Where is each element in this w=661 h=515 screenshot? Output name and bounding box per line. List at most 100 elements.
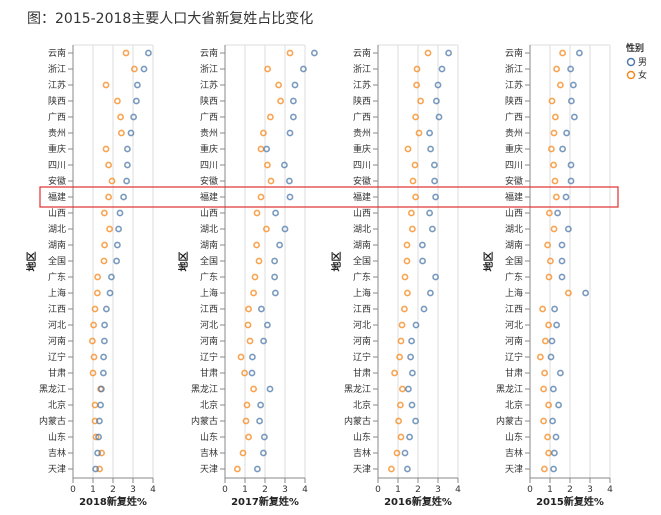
y-tick-label: 北京 xyxy=(48,399,66,411)
y-tick-label: 江西 xyxy=(505,304,523,315)
y-tick-label: 吉林 xyxy=(48,447,66,459)
data-point-female xyxy=(245,433,252,441)
data-point-male xyxy=(427,145,434,153)
data-point-male xyxy=(558,257,566,265)
data-point-female xyxy=(91,305,99,313)
y-tick-label: 安徽 xyxy=(505,175,523,187)
x-axis-title: 2016新复姓% xyxy=(384,495,452,508)
data-point-male xyxy=(558,273,566,281)
data-point-male xyxy=(555,401,562,409)
data-point-male xyxy=(426,129,433,137)
data-point-male xyxy=(551,305,558,313)
data-point-male xyxy=(100,353,107,361)
y-tick-label: 河北 xyxy=(200,319,218,331)
data-point-male xyxy=(271,273,278,281)
y-tick-label: 广东 xyxy=(48,271,66,283)
data-point-male xyxy=(426,289,434,297)
data-point-female xyxy=(257,145,265,153)
data-point-female xyxy=(246,337,254,345)
y-tick-label: 山东 xyxy=(200,431,218,443)
data-point-female xyxy=(100,257,108,265)
y-tick-label: 贵州 xyxy=(200,127,218,139)
data-point-male xyxy=(281,225,289,233)
data-point-female xyxy=(243,401,251,409)
y-tick-label: 福建 xyxy=(48,191,66,203)
y-tick-label: 山东 xyxy=(353,431,371,443)
data-point-male xyxy=(108,273,115,281)
data-point-female xyxy=(90,353,98,361)
data-point-female xyxy=(277,97,284,105)
data-point-male xyxy=(256,417,263,425)
y-tick-label: 重庆 xyxy=(505,143,523,155)
data-point-male xyxy=(563,129,570,137)
data-point-male xyxy=(412,417,419,425)
data-point-female xyxy=(553,65,560,73)
data-point-female xyxy=(415,129,423,137)
y-tick-label: 福建 xyxy=(505,191,523,203)
y-tick-label: 湖北 xyxy=(505,224,523,235)
x-axis-title: 2015新复姓% xyxy=(536,495,604,508)
data-point-female xyxy=(545,401,552,409)
y-tick-label: 吉林 xyxy=(505,447,523,459)
y-tick-label: 广西 xyxy=(48,111,66,123)
x-tick-label: 4 xyxy=(302,485,308,495)
data-point-female xyxy=(264,65,271,73)
data-point-female xyxy=(117,113,124,121)
data-point-male xyxy=(144,49,152,57)
data-point-female xyxy=(400,305,408,313)
y-tick-label: 江西 xyxy=(200,304,218,315)
data-point-female xyxy=(241,369,248,377)
y-tick-label: 湖南 xyxy=(505,239,523,251)
y-axis-title: 地区 xyxy=(330,252,343,272)
y-tick-label: 四川 xyxy=(200,161,218,171)
data-point-male xyxy=(432,193,439,201)
data-point-male xyxy=(120,193,127,201)
data-point-male xyxy=(103,305,110,313)
y-tick-label: 安徽 xyxy=(200,175,218,187)
data-point-male xyxy=(552,433,560,441)
data-point-female xyxy=(242,417,250,425)
y-tick-label: 湖南 xyxy=(48,239,66,251)
data-point-female xyxy=(417,97,424,105)
y-tick-label: 广西 xyxy=(505,111,523,123)
data-point-female xyxy=(233,465,241,473)
data-point-female xyxy=(540,417,547,425)
y-tick-label: 山东 xyxy=(505,431,523,443)
data-point-female xyxy=(396,401,404,409)
data-point-male xyxy=(551,449,558,457)
data-point-male xyxy=(548,337,556,345)
x-axis-title: 2017新复姓% xyxy=(231,495,299,508)
data-point-male xyxy=(101,337,108,345)
data-point-female xyxy=(267,177,275,185)
data-point-male xyxy=(310,49,318,57)
x-tick-label: 2 xyxy=(567,485,573,495)
y-tick-label: 甘肃 xyxy=(353,367,371,379)
data-point-male xyxy=(291,81,299,89)
data-point-male xyxy=(419,257,426,265)
x-tick-label: 1 xyxy=(242,485,248,495)
y-tick-label: 贵州 xyxy=(505,127,523,139)
x-tick-label: 3 xyxy=(130,485,136,495)
y-tick-label: 湖南 xyxy=(353,239,371,251)
data-point-female xyxy=(101,241,108,249)
y-tick-label: 广西 xyxy=(353,111,371,123)
y-tick-label: 陕西 xyxy=(48,95,66,107)
data-point-male xyxy=(257,401,264,409)
data-point-male xyxy=(570,81,577,89)
y-tick-label: 浙江 xyxy=(200,63,218,75)
y-tick-label: 辽宁 xyxy=(353,351,371,363)
legend-symbol xyxy=(626,70,636,80)
data-point-female xyxy=(544,241,551,249)
y-tick-label: 河南 xyxy=(505,335,523,347)
y-tick-label: 北京 xyxy=(200,399,218,411)
legend-label: 女 xyxy=(638,69,647,81)
data-point-male xyxy=(97,401,104,409)
data-point-male xyxy=(406,433,413,441)
data-point-female xyxy=(253,209,261,217)
data-point-male xyxy=(408,369,416,377)
data-point-female xyxy=(250,385,257,393)
data-point-female xyxy=(548,97,556,105)
y-tick-label: 全国 xyxy=(200,255,218,267)
data-point-male xyxy=(403,465,411,473)
data-point-male xyxy=(554,209,561,217)
